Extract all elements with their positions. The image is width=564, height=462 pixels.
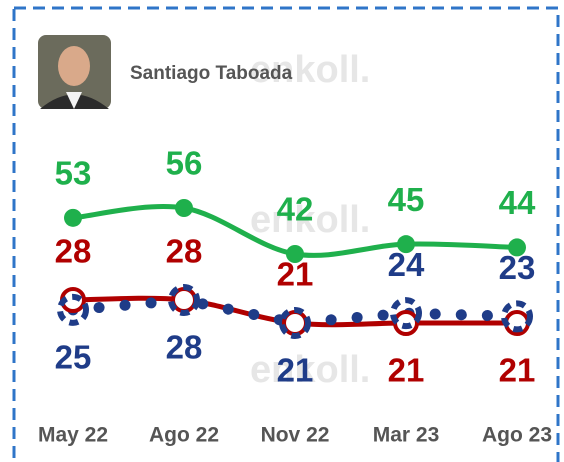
marker [508, 238, 526, 257]
watermark: enkoll. [250, 49, 370, 91]
x-tick-label: Nov 22 [261, 424, 330, 447]
x-tick-label: Ago 22 [149, 424, 219, 447]
data-label: 28 [166, 329, 203, 366]
x-tick-label: Mar 23 [373, 424, 440, 447]
data-label: 53 [55, 155, 92, 192]
dotted-line [67, 294, 523, 329]
marker [393, 310, 419, 336]
photo [38, 35, 111, 109]
data-label: 42 [277, 191, 314, 228]
data-label: 21 [277, 256, 314, 293]
marker [168, 284, 200, 316]
data-label: 28 [55, 233, 92, 270]
x-tick-label: May 22 [38, 424, 108, 447]
data-label: 56 [166, 145, 203, 182]
marker [57, 293, 89, 326]
watermark: enkoll. [250, 349, 370, 391]
data-label: 45 [388, 181, 425, 218]
data-label: 21 [388, 352, 425, 389]
frame [12, 6, 560, 462]
chart-title: Santiago Taboada [130, 63, 293, 84]
data-label: 24 [388, 246, 425, 283]
marker [397, 235, 415, 254]
marker [64, 208, 82, 227]
data-label: 44 [499, 184, 536, 221]
marker [286, 245, 304, 263]
data-label: 21 [499, 352, 536, 389]
marker [279, 307, 311, 339]
watermark: enkoll. [250, 199, 370, 241]
x-tick-label: Ago 23 [482, 424, 552, 447]
data-label: 25 [55, 339, 92, 376]
data-label: 28 [166, 233, 203, 270]
marker [175, 199, 193, 217]
data-label: 21 [277, 352, 314, 389]
data-label: 23 [499, 249, 536, 286]
marker [501, 300, 533, 333]
marker [390, 297, 422, 330]
